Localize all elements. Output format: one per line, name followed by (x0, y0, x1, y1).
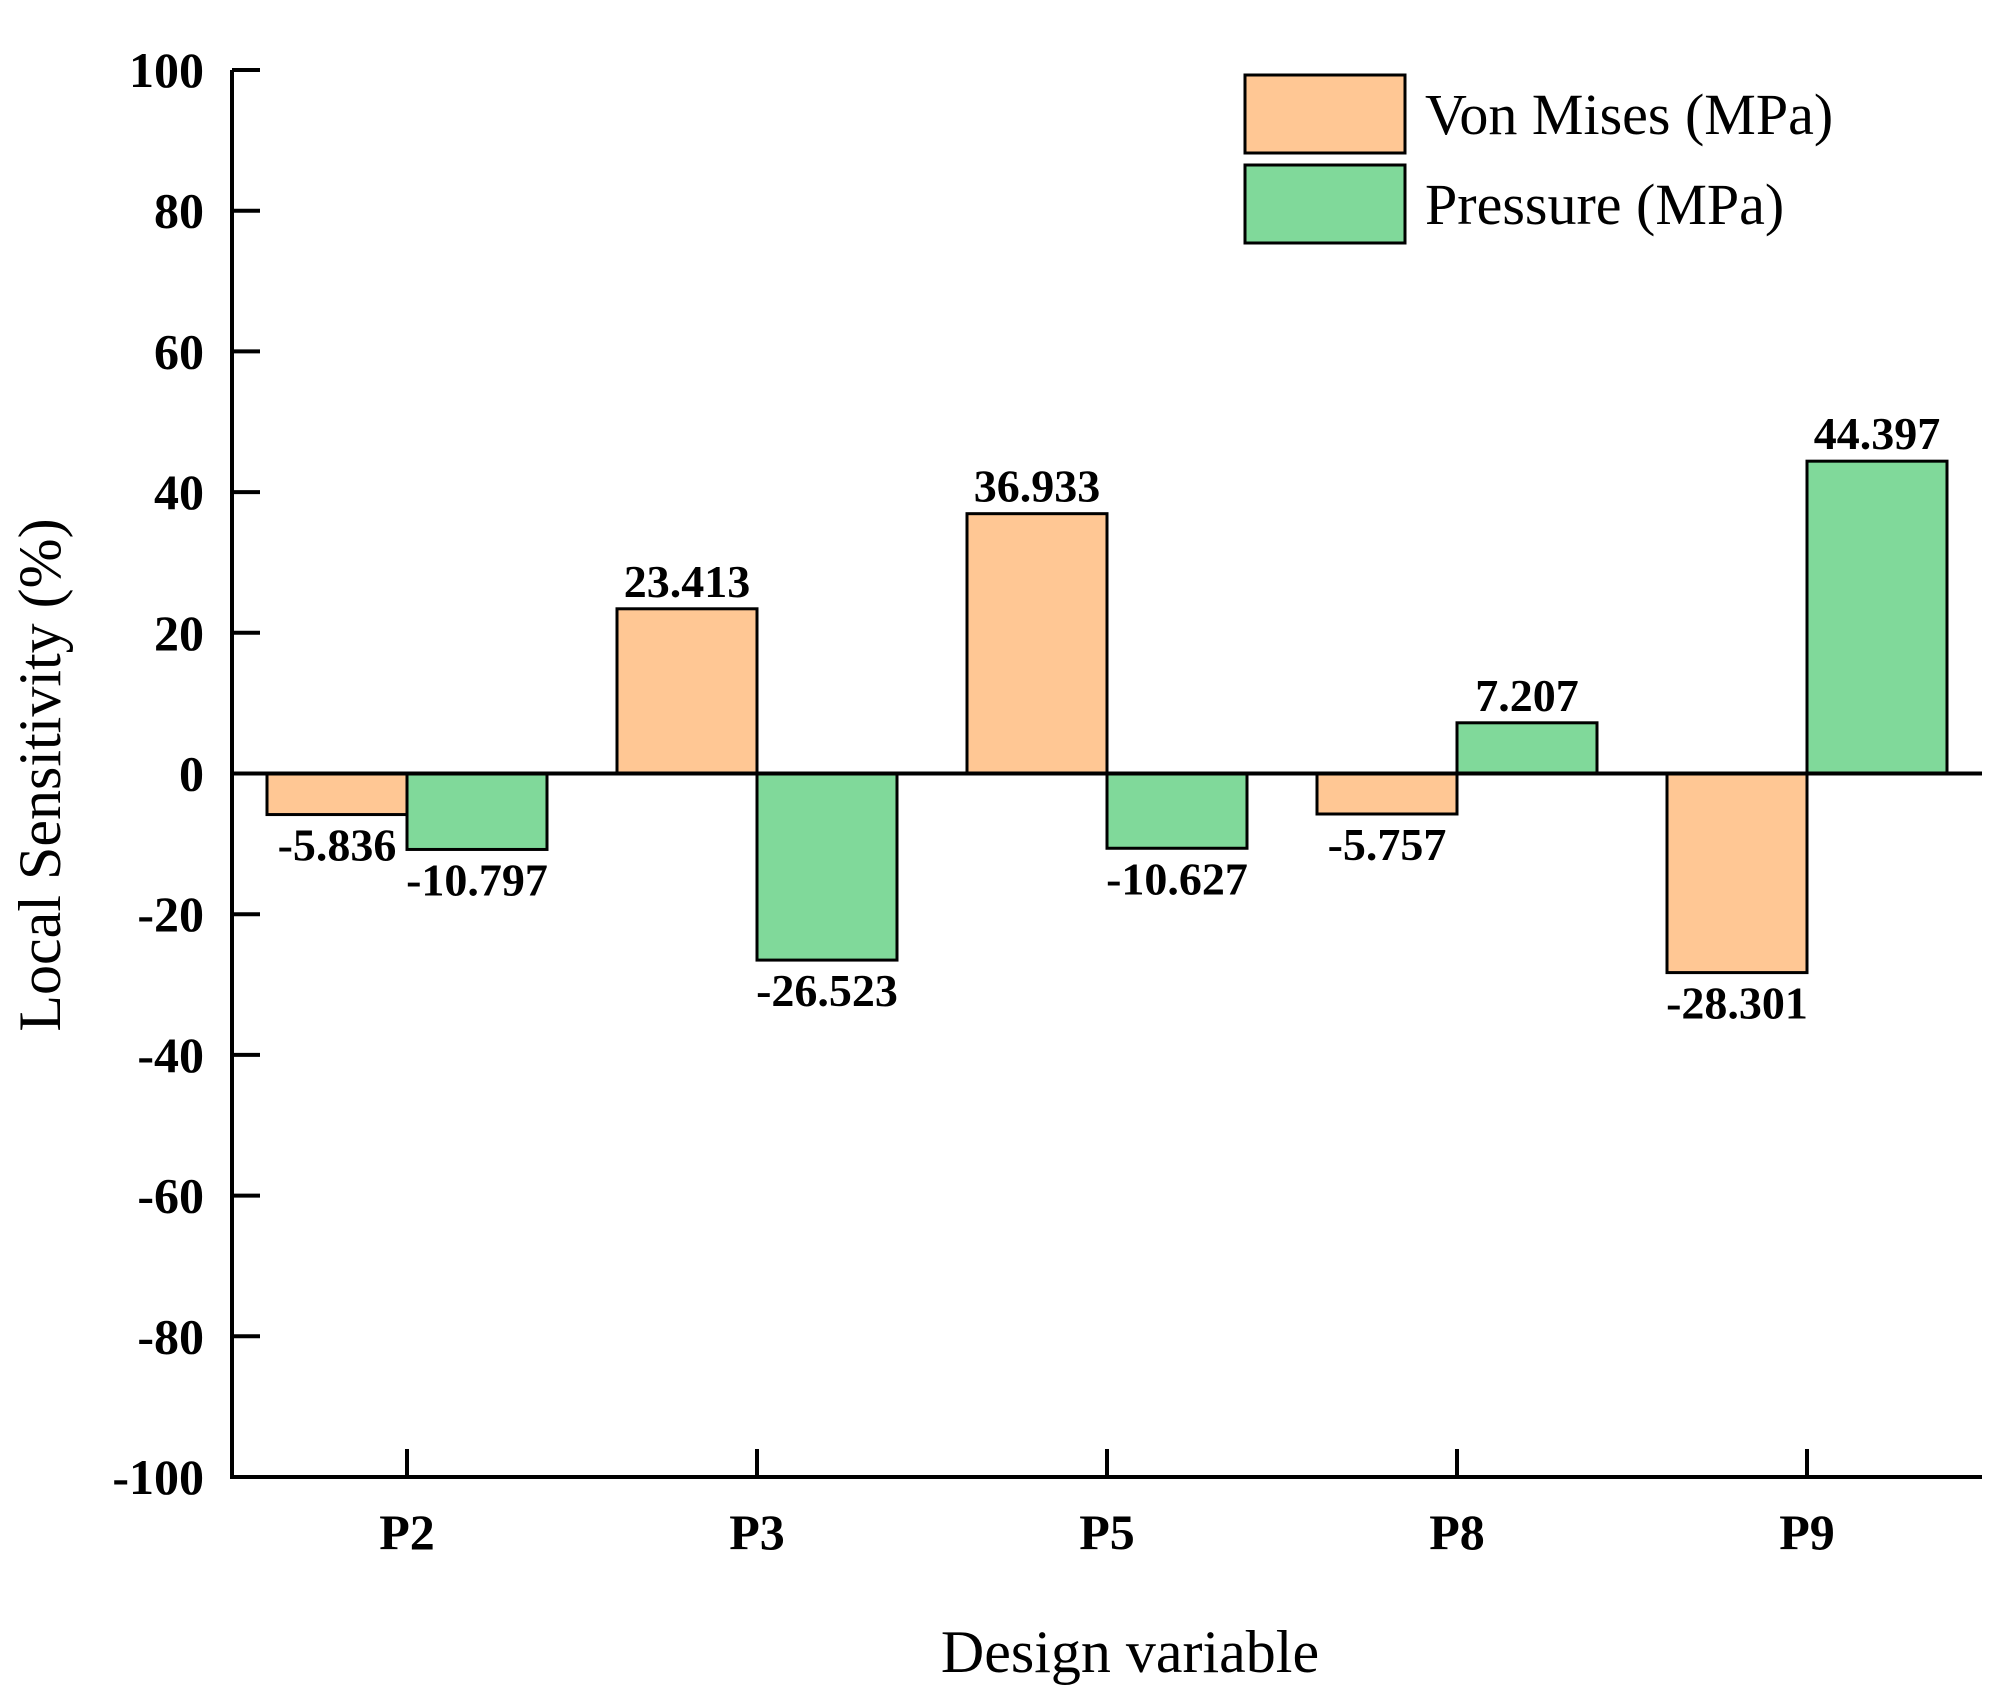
y-tick-label: 0 (179, 746, 204, 802)
x-tick-label-p9: P9 (1779, 1504, 1835, 1560)
legend-label-von-mises: Von Mises (MPa) (1425, 82, 1833, 147)
bar-von-mises-p2 (265, 772, 409, 817)
legend-swatch-pressure (1243, 163, 1407, 245)
x-tick-label-p3: P3 (729, 1504, 785, 1560)
y-tick-label: -80 (137, 1308, 204, 1364)
y-tick-label: 80 (154, 183, 204, 239)
data-label-von-mises-p9: -28.301 (1666, 978, 1808, 1029)
data-label-von-mises-p5: 36.933 (974, 461, 1101, 512)
y-tick-label: 40 (154, 464, 204, 520)
bar-von-mises-p9 (1665, 772, 1809, 975)
bar-von-mises-p3 (615, 607, 759, 775)
bar-pressure-p3 (755, 772, 899, 962)
legend-label-pressure: Pressure (MPa) (1425, 172, 1784, 237)
y-tick-label: 20 (154, 605, 204, 661)
y-tick-label: -40 (137, 1027, 204, 1083)
data-label-von-mises-p2: -5.836 (278, 820, 397, 871)
y-axis-title: Local Sensitivity (%) (7, 518, 73, 1031)
data-label-pressure-p8: 7.207 (1475, 670, 1579, 721)
y-tick-label: -100 (112, 1449, 204, 1505)
y-tick-label: 60 (154, 323, 204, 379)
legend-swatch-von-mises (1243, 73, 1407, 155)
x-tick-label-p8: P8 (1429, 1504, 1485, 1560)
bar-von-mises-p8 (1315, 772, 1459, 816)
bar-pressure-p2 (405, 772, 549, 851)
bar-pressure-p9 (1805, 459, 1949, 775)
data-label-pressure-p9: 44.397 (1814, 408, 1941, 459)
x-tick-label-p2: P2 (379, 1504, 435, 1560)
legend: Von Mises (MPa) Pressure (MPa) (1243, 73, 1833, 245)
y-tick-label: 100 (129, 42, 204, 98)
data-label-pressure-p2: -10.797 (406, 854, 548, 905)
bar-pressure-p8 (1455, 721, 1599, 776)
y-tick-label: -60 (137, 1168, 204, 1224)
y-tick-label: -20 (137, 886, 204, 942)
data-label-von-mises-p8: -5.757 (1328, 819, 1447, 870)
bar-von-mises-p5 (965, 512, 1109, 775)
data-label-von-mises-p3: 23.413 (624, 556, 751, 607)
data-labels-layer: -5.836-10.797 23.413 -26.523 36.933 -10.627 -… (278, 408, 1941, 1028)
x-tick-label-p5: P5 (1079, 1504, 1135, 1560)
axes-layer: -100 -80 -60 -40 -20 0 20 40 60 80 100 P2 P3 P5 P8 P9 (112, 42, 1982, 1560)
bar-pressure-p5 (1105, 772, 1249, 850)
x-axis-title: Design variable (941, 1619, 1319, 1685)
data-label-pressure-p5: -10.627 (1106, 853, 1248, 904)
data-label-pressure-p3: -26.523 (756, 965, 898, 1016)
bars-layer (265, 459, 1949, 975)
